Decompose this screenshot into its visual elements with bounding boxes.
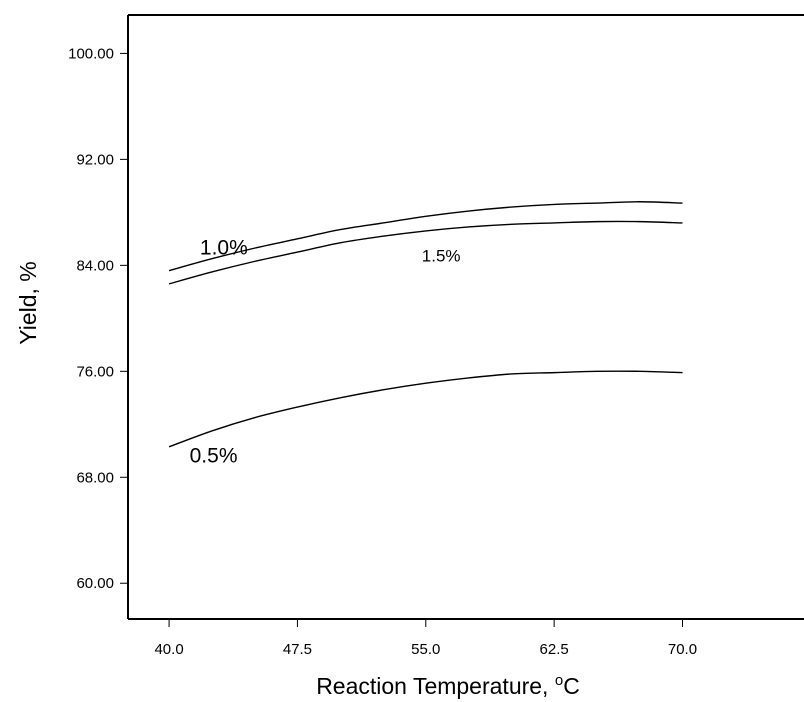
y-tick-label: 68.00 (76, 469, 114, 486)
series-label: 0.5% (190, 445, 238, 468)
plot-frame (127, 14, 804, 620)
x-tick-label: 47.5 (283, 641, 312, 658)
y-tick-label: 76.00 (76, 363, 114, 380)
x-tick-label: 70.0 (668, 641, 697, 658)
x-tick-label: 40.0 (154, 641, 183, 658)
series-layer (168, 201, 683, 448)
series-line-1-5- (168, 220, 683, 285)
y-axis-ticks: 100.00 92.00 84.00 76.00 68.00 60.00 (68, 45, 128, 592)
y-tick-label: 84.00 (76, 257, 114, 274)
y-tick-label: 100.00 (68, 45, 114, 62)
x-axis-ticks: 40.0 47.5 55.0 62.5 70.0 (154, 619, 697, 658)
y-tick-label: 92.00 (76, 151, 114, 168)
annotation-layer: 1.0% 1.5% 0.5% (190, 237, 461, 468)
x-tick-label: 55.0 (411, 641, 440, 658)
y-axis-title: Yield, % (15, 261, 41, 345)
y-tick-label: 60.00 (76, 575, 114, 592)
series-line-1-0- (168, 201, 683, 272)
series-label: 1.0% (200, 237, 248, 260)
series-label: 1.5% (422, 246, 461, 265)
x-axis-title: Reaction Temperature, oC (316, 672, 580, 699)
series-line-0-5- (168, 370, 683, 448)
x-tick-label: 62.5 (540, 641, 569, 658)
